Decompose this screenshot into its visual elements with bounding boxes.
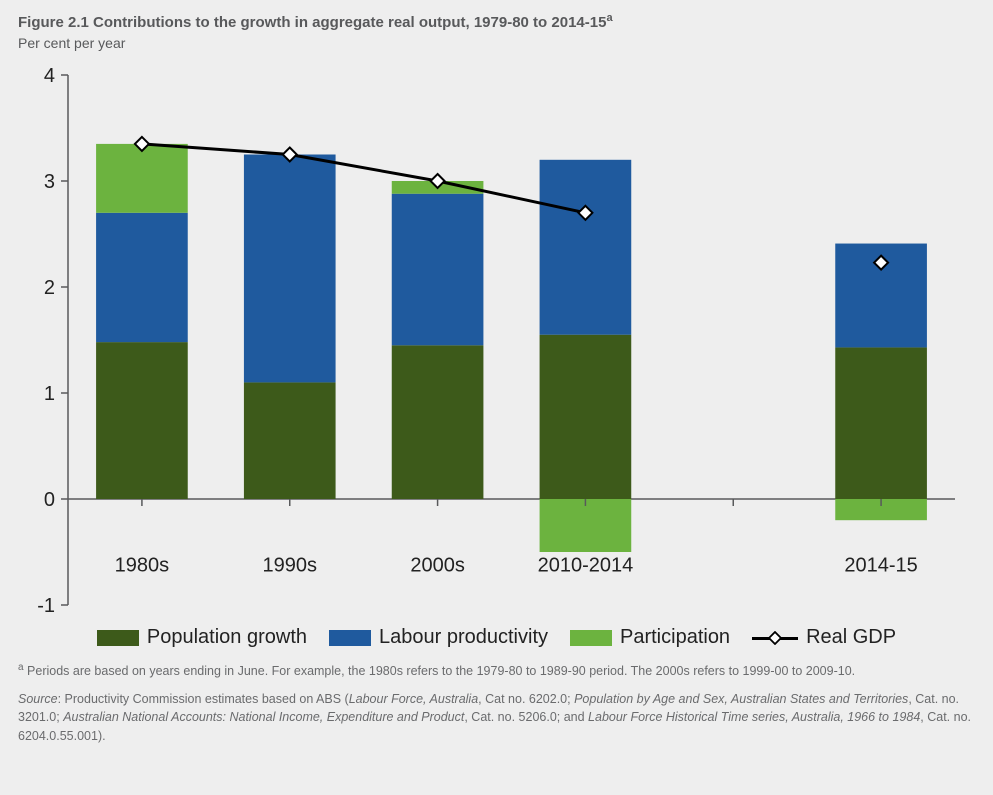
svg-text:-1: -1 [37, 595, 55, 617]
legend-swatch-labour [329, 630, 371, 646]
source-body: : Productivity Commission estimates base… [18, 692, 971, 742]
chart-area: -1 0 1 2 3 4 1980s 1990s 2000s 2010-2014 2014-15 [18, 65, 975, 620]
legend-swatch-particip [570, 630, 612, 646]
svg-text:3: 3 [44, 171, 55, 193]
svg-text:2010-2014: 2010-2014 [538, 555, 634, 577]
legend-line-realgdp [752, 630, 798, 646]
chart-legend: Population growth Labour productivity Pa… [18, 626, 975, 649]
svg-text:0: 0 [44, 489, 55, 511]
figure-title: Figure 2.1 Contributions to the growth i… [18, 12, 975, 31]
svg-text:1980s: 1980s [115, 555, 170, 577]
figure-source: Source: Productivity Commission estimate… [18, 690, 975, 744]
legend-item-particip: Participation [570, 626, 730, 649]
figure-subtitle: Per cent per year [18, 35, 975, 51]
figure-title-text: Figure 2.1 Contributions to the growth i… [18, 14, 606, 31]
legend-item-realgdp: Real GDP [752, 626, 896, 649]
figure-footnote: a Periods are based on years ending in J… [18, 661, 975, 680]
svg-text:2: 2 [44, 277, 55, 299]
svg-text:2000s: 2000s [410, 555, 465, 577]
svg-text:1990s: 1990s [263, 555, 318, 577]
svg-text:1: 1 [44, 383, 55, 405]
footnote-text: Periods are based on years ending in Jun… [24, 664, 856, 678]
legend-item-population: Population growth [97, 626, 307, 649]
legend-label-population: Population growth [147, 626, 307, 649]
legend-label-particip: Participation [620, 626, 730, 649]
svg-text:2014-15: 2014-15 [844, 555, 917, 577]
chart-svg: -1 0 1 2 3 4 1980s 1990s 2000s 2010-2014 2014-15 [18, 65, 975, 620]
legend-swatch-population [97, 630, 139, 646]
svg-text:4: 4 [44, 65, 55, 87]
legend-label-realgdp: Real GDP [806, 626, 896, 649]
legend-label-labour: Labour productivity [379, 626, 548, 649]
legend-item-labour: Labour productivity [329, 626, 548, 649]
source-label: Source [18, 692, 58, 706]
figure-title-sup: a [606, 12, 612, 24]
